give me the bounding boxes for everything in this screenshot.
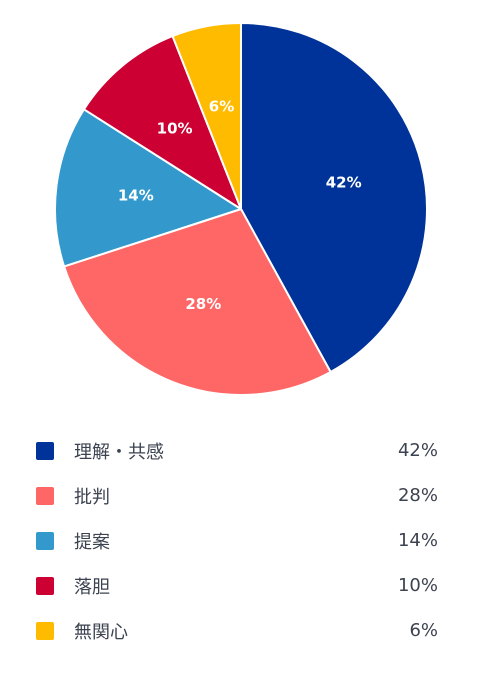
legend-label: 理解・共感 (74, 441, 164, 463)
slice-data-label-2: 14% (118, 187, 154, 205)
legend-label: 批判 (74, 486, 110, 508)
legend-swatch (36, 621, 54, 640)
legend-item-2: 提案 14% (36, 518, 438, 563)
legend-item-0: 理解・共感 42% (36, 428, 438, 473)
legend-label: 無関心 (74, 621, 128, 643)
pie-slice-3 (82, 35, 242, 210)
legend-value: 42% (397, 440, 438, 461)
pie-slice-1 (63, 208, 332, 396)
pie-chart: 42% 28% 14% 10% 6% (54, 22, 428, 396)
legend-swatch (36, 576, 54, 595)
legend-item-3: 落胆 10% (36, 563, 438, 608)
legend-value: 10% (397, 575, 438, 596)
legend-item-4: 無関心 6% (36, 608, 438, 653)
pie-slice-2 (54, 108, 242, 268)
legend-swatch (36, 531, 54, 550)
legend: 理解・共感 42% 批判 28% 提案 14% 落胆 10% 無関心 6% (36, 428, 438, 653)
pie-slice-0 (240, 22, 428, 373)
legend-label: 提案 (74, 531, 110, 553)
slice-data-label-0: 42% (326, 174, 362, 192)
legend-value: 28% (397, 485, 438, 506)
pie-slice-4 (171, 22, 242, 210)
legend-swatch (36, 441, 54, 460)
legend-label: 落胆 (74, 576, 110, 598)
legend-value: 14% (397, 530, 438, 551)
pie-slices (54, 22, 428, 396)
legend-swatch (36, 486, 54, 505)
legend-value: 6% (409, 620, 438, 641)
slice-data-label-1: 28% (185, 295, 221, 313)
legend-item-1: 批判 28% (36, 473, 438, 518)
slice-data-label-3: 10% (157, 120, 193, 138)
pie-labels: 42% 28% 14% 10% 6% (118, 98, 362, 313)
slice-data-label-4: 6% (209, 98, 234, 116)
